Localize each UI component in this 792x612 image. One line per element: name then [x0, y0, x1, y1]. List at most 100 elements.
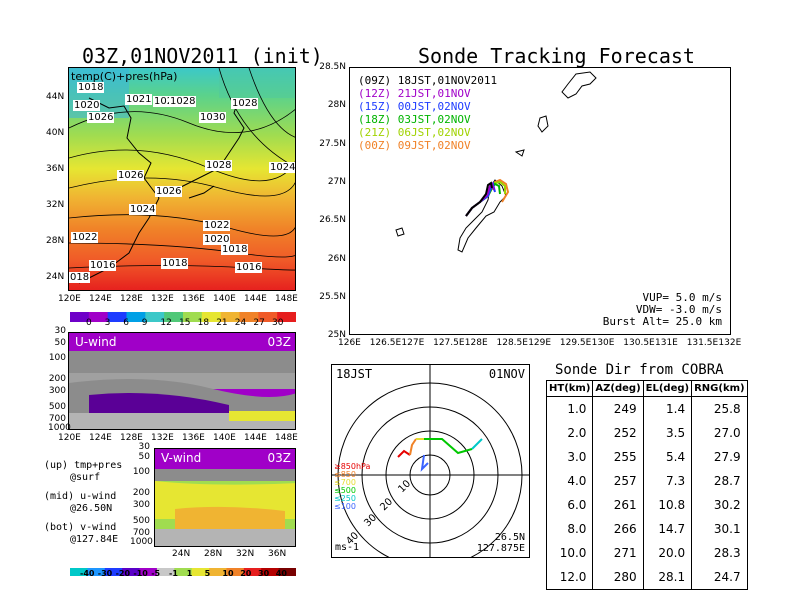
track-panel: (09Z) 18JST,01NOV2011 (12Z) 21JST,01NOV (1…: [349, 67, 731, 335]
table-cell: 7.3: [642, 469, 693, 493]
note-up-key: (up) tmp+pres: [44, 460, 123, 471]
table-cell: 10.8: [642, 493, 693, 517]
table-cell: 14.7: [642, 517, 693, 541]
sonde-table-wrap: HT(km) AZ(deg) EL(deg) RNG(km) 1.0 249 1.4 25.…: [545, 380, 748, 590]
table-row: 10.0 271 20.0 28.3: [545, 541, 748, 565]
temp-colorbar-swatch: [70, 312, 90, 322]
table-cell: 30.2: [691, 493, 748, 517]
track-legend-item: (09Z) 18JST,01NOV2011: [358, 74, 497, 87]
polar-level-item: ≥850hPa: [334, 462, 371, 471]
pressure-label: 1022: [71, 232, 99, 243]
track-legend-text: 06JST,02NOV: [391, 126, 471, 139]
u-wind-y-tick: 200: [48, 374, 66, 384]
pressure-label: 1028: [205, 160, 233, 171]
pressure-label: 1021: [125, 94, 153, 105]
track-svg: [395, 71, 597, 253]
note-mid-val: @26.50N: [70, 503, 113, 514]
v-wind-x-tick: 24N: [172, 549, 191, 559]
table-cell: 257: [592, 469, 644, 493]
temp-lon-tick: 120E: [58, 294, 81, 304]
track-legend-item: (18Z) 03JST,02NOV: [358, 113, 497, 126]
track-legend-text: 00JST,02NOV: [391, 100, 471, 113]
wind-colorbar-swatch: [191, 568, 210, 576]
table-row: 3.0 255 5.4 27.9: [545, 445, 748, 469]
table-cell: 252: [592, 421, 644, 445]
temp-lon-tick: 124E: [89, 294, 112, 304]
u-wind-y-tick: 500: [48, 402, 66, 412]
v-wind-y-tick: 500: [132, 516, 150, 526]
temp-colorbar-tick: 21: [216, 318, 228, 328]
u-wind-y-tick: 1000: [48, 423, 71, 433]
wind-colorbar-tick: 20: [240, 569, 252, 578]
wind-colorbar-swatch: [209, 568, 227, 576]
track-params: VUP= 5.0 m/s VDW= -3.0 m/s Burst Alt= 25…: [603, 292, 722, 328]
u-wind-x-tick: 132E: [151, 433, 174, 443]
temp-colorbar-tick: 3: [104, 318, 111, 328]
polar-level-item: ≤700: [334, 478, 356, 487]
u-wind-y-tick: 50: [54, 338, 66, 348]
wind-colorbar-tick: -5: [151, 569, 161, 578]
temp-colorbar-swatch: [220, 312, 240, 322]
wind-colorbar-tick: -20: [115, 569, 131, 578]
pressure-label: 1026: [87, 112, 115, 123]
temp-colorbar-swatch: [126, 312, 146, 322]
table-header-cell: HT(km): [545, 380, 594, 397]
wind-colorbar-tick: 10: [222, 569, 234, 578]
temp-lat-tick: 28N: [46, 236, 65, 246]
wind-colorbar-swatch: [278, 568, 297, 576]
table-cell: 266: [592, 517, 644, 541]
temp-lon-tick: 136E: [182, 294, 205, 304]
temp-lon-tick: 144E: [244, 294, 267, 304]
u-wind-x-tick: 128E: [120, 433, 143, 443]
v-wind-x-tick: 32N: [236, 549, 255, 559]
temp-lat-tick: 24N: [46, 272, 65, 282]
table-cell: 20.0: [642, 541, 693, 565]
u-wind-x-tick: 140E: [213, 433, 236, 443]
temp-colorbar-tick: 6: [123, 318, 129, 328]
track-y-tick: 28.5N: [319, 62, 346, 72]
temp-colorbar: [70, 307, 297, 322]
polar-time: 18JST: [336, 367, 373, 381]
sonde-table: HT(km) AZ(deg) EL(deg) RNG(km) 1.0 249 1.4 25.…: [545, 380, 748, 590]
table-cell: 25.8: [691, 396, 748, 421]
wind-colorbar-swatch: [139, 568, 158, 576]
temp-lon-tick: 132E: [151, 294, 174, 304]
temp-lat-tick: 32N: [46, 200, 65, 210]
track-legend-text: 21JST,01NOV: [391, 87, 471, 100]
track-y-tick: 27N: [327, 176, 346, 187]
temp-colorbar-swatch: [164, 312, 184, 322]
polar-lon: 127.875E: [476, 543, 525, 554]
wind-colorbar: [70, 561, 297, 576]
wind-colorbar-tick: 1: [186, 569, 193, 578]
track-legend-code: (09Z): [358, 74, 392, 87]
table-title: Sonde Dir from COBRA: [555, 362, 724, 378]
track-x-tick: 127E: [401, 338, 425, 348]
table-cell: 1.4: [642, 396, 693, 421]
wind-colorbar-swatch: [122, 568, 141, 576]
pressure-label: 018: [69, 272, 91, 283]
table-cell: 271: [592, 541, 644, 565]
temp-colorbar-swatch: [201, 312, 222, 322]
temp-colorbar-tick: 15: [179, 318, 191, 328]
table-cell: 28.3: [691, 541, 748, 565]
temp-lon-tick: 128E: [120, 294, 143, 304]
table-cell: 28.1: [642, 565, 693, 590]
temp-colorbar-swatch: [88, 312, 109, 322]
pressure-label: 1016: [89, 260, 117, 271]
pressure-label: 1020: [73, 100, 101, 111]
track-legend-text: 09JST,02NOV: [391, 139, 471, 152]
u-wind-x-tick: 144E: [244, 433, 267, 443]
table-row: 8.0 266 14.7 30.1: [545, 517, 748, 541]
right-title: Sonde Tracking Forecast: [418, 44, 695, 68]
pressure-label: 1026: [155, 186, 183, 197]
track-legend-item: (21Z) 06JST,02NOV: [358, 126, 497, 139]
param-vup: VUP= 5.0 m/s: [642, 291, 722, 304]
temp-colorbar-swatch: [258, 312, 278, 322]
track-legend-text: 03JST,02NOV: [391, 113, 471, 126]
v-wind-y-tick: 100: [132, 467, 150, 477]
param-vdw: VDW= -3.0 m/s: [635, 303, 722, 316]
temp-colorbar-swatch: [107, 312, 127, 322]
temp-colorbar-tick: 24: [234, 318, 247, 328]
pressure-label: 1020: [203, 234, 231, 245]
temp-lat-tick: 44N: [46, 92, 65, 102]
